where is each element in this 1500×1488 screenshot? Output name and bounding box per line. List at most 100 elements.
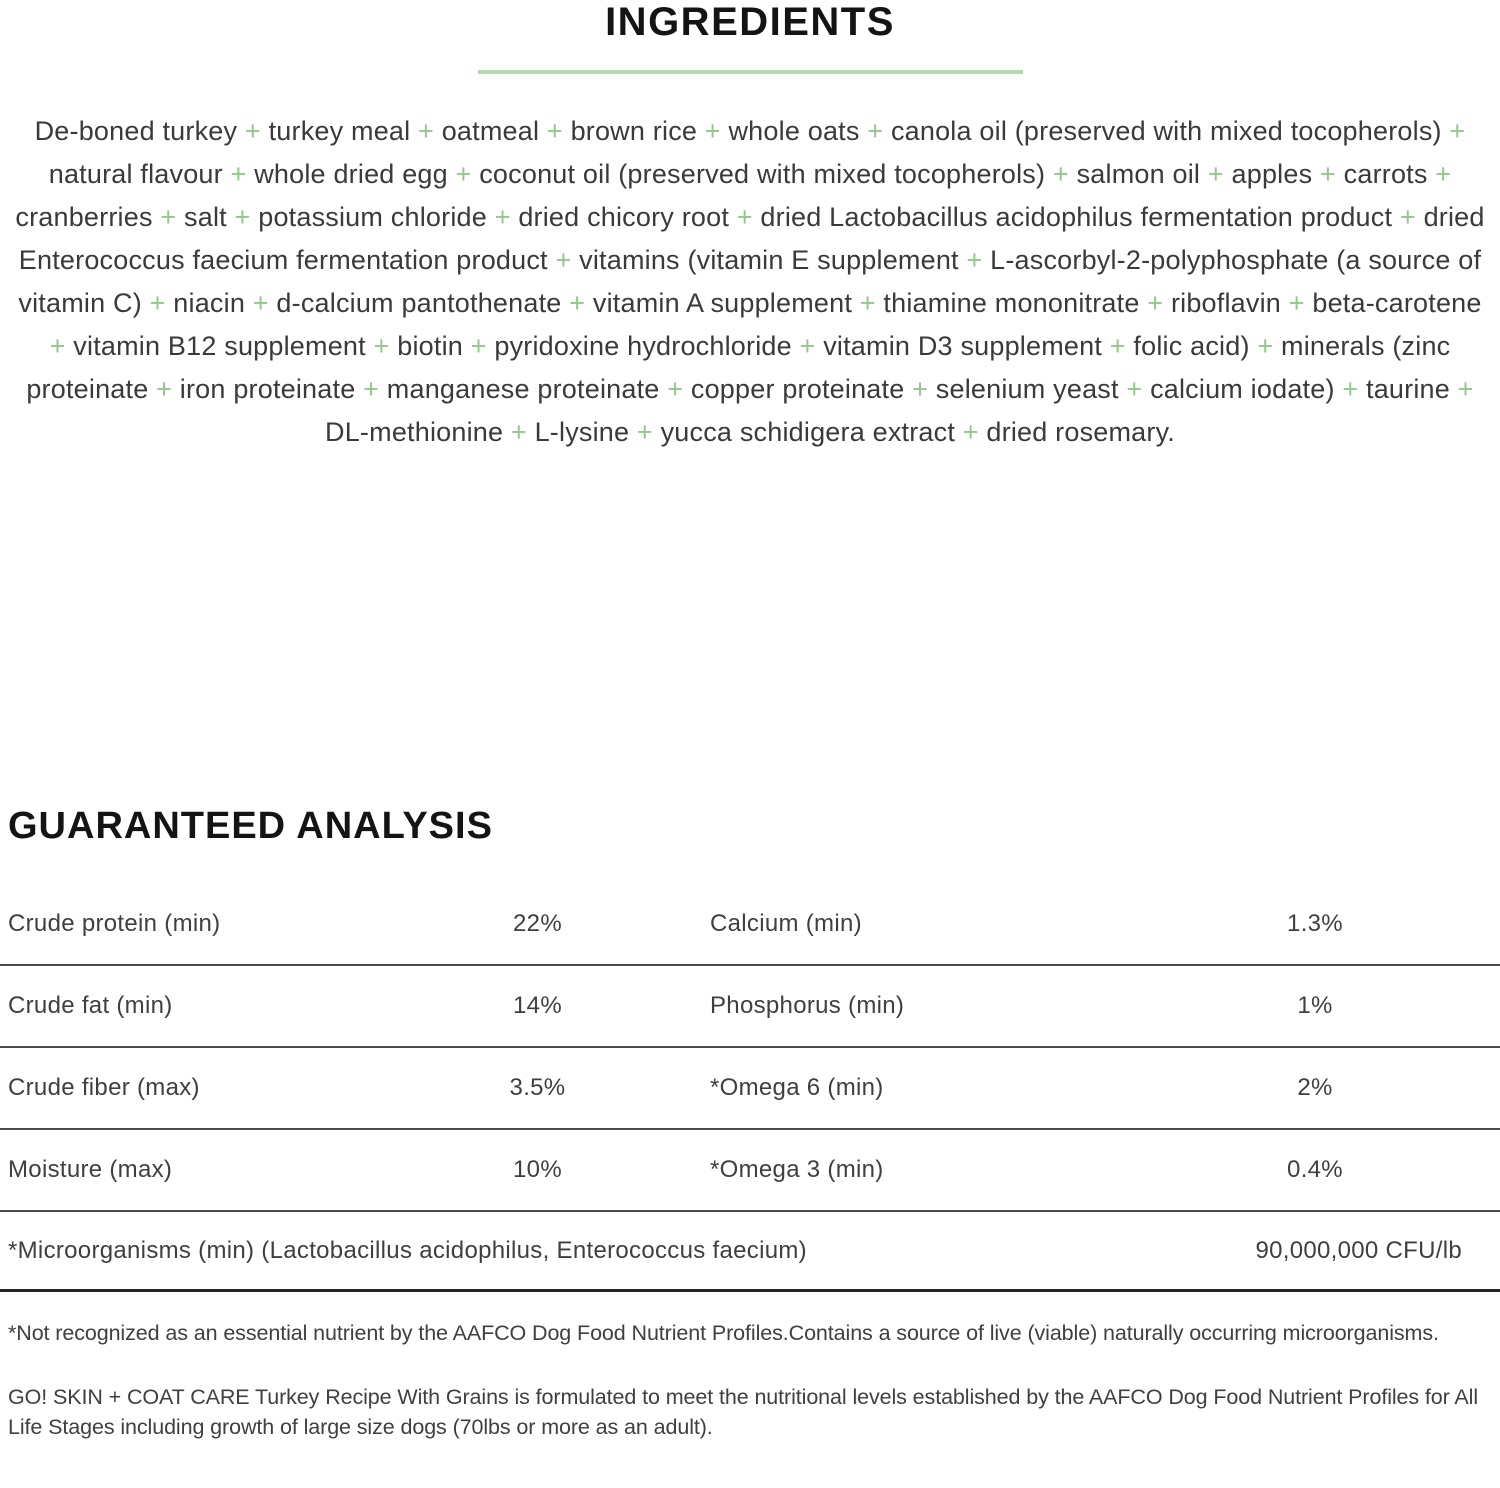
green-divider [477,70,1023,74]
plus-separator: + [49,331,74,361]
ingredient-item: salt [184,202,227,232]
plus-separator: + [629,417,661,447]
plus-separator: + [355,374,387,404]
analysis-row: Crude fat (min) 14% Phosphorus (min) 1% [0,966,1500,1048]
plus-separator: + [365,331,398,361]
plus-separator: + [1427,159,1452,189]
ingredient-item: vitamin A supplement [592,288,853,318]
ingredient-item: manganese proteinate [386,374,660,404]
ingredient-item: potassium chloride [258,202,487,232]
ingredient-item: turkey meal [268,116,411,146]
ingredients-title: INGREDIENTS [605,0,895,44]
ingredient-item: niacin [173,288,246,318]
ingredient-item: iron proteinate [179,374,356,404]
ingredient-item: vitamin D3 supplement [823,331,1103,361]
ingredient-item: coconut oil (preserved with mixed tocoph… [479,159,1046,189]
ingredient-item: dried chicory root [518,202,730,232]
plus-separator: + [729,202,761,232]
plus-separator: + [237,116,269,146]
analysis-value: 1.3% [1287,910,1343,937]
analysis-label: Crude fat (min) [8,992,173,1019]
plus-separator: + [1392,202,1424,232]
analysis-label: *Omega 3 (min) [710,1156,884,1183]
ingredient-item: beta-carotene [1312,288,1482,318]
plus-separator: + [1312,159,1344,189]
analysis-value: 1% [1297,992,1333,1019]
ingredient-item: vitamin B12 supplement [73,331,366,361]
plus-separator: + [503,417,535,447]
footnote-formulation: GO! SKIN + COAT CARE Turkey Recipe With … [8,1385,1479,1439]
plus-separator: + [1281,288,1313,318]
analysis-label: Moisture (max) [8,1156,173,1183]
analysis-value: 10% [513,1156,562,1183]
ingredient-item: brown rice [570,116,698,146]
analysis-row-microorganisms: *Microorganisms (min) (Lactobacillus aci… [0,1212,1500,1292]
ingredient-item: d-calcium pantothenate [276,288,562,318]
plus-separator: + [1045,159,1077,189]
ingredient-item: dried Enterococcus faecium fermentation … [18,202,1485,275]
plus-separator: + [447,159,480,189]
analysis-value: 0.4% [1287,1156,1343,1183]
ingredient-item: cranberries [15,202,153,232]
plus-separator: + [955,417,987,447]
plus-separator: + [226,202,259,232]
analysis-label: *Omega 6 (min) [710,1074,884,1101]
plus-separator: + [958,245,991,275]
ingredient-item: canola oil (preserved with mixed tocophe… [890,116,1442,146]
ingredient-item: riboflavin [1170,288,1281,318]
plus-separator: + [852,288,884,318]
analysis-value: 3.5% [509,1074,566,1101]
analysis-row: Crude protein (min) 22% Calcium (min) 1.3% [0,884,1500,966]
analysis-label: Calcium (min) [710,910,862,937]
ingredients-section: INGREDIENTS De-boned turkey + turkey mea… [0,0,1500,454]
analysis-table: Crude protein (min) 22% Calcium (min) 1.3% C… [0,884,1500,1212]
ingredient-item: carrots [1343,159,1428,189]
ingredient-item: natural flavour [48,159,223,189]
analysis-label: Phosphorus (min) [710,992,905,1019]
plus-separator: + [410,116,442,146]
analysis-row: Crude fiber (max) 3.5% *Omega 6 (min) 2% [0,1048,1500,1130]
analysis-value: 90,000,000 CFU/lb [1255,1236,1462,1264]
plus-separator: + [462,331,495,361]
plus-separator: + [152,202,185,232]
plus-separator: + [245,288,277,318]
analysis-value: 22% [513,910,562,937]
ingredient-item: salmon oil [1076,159,1201,189]
ingredient-item: thiamine mononitrate [883,288,1140,318]
ingredient-item: biotin [397,331,463,361]
analysis-row: Moisture (max) 10% *Omega 3 (min) 0.4% [0,1130,1500,1212]
plus-separator: + [859,116,891,146]
guaranteed-analysis-title: GUARANTEED ANALYSIS [8,805,493,847]
plus-separator: + [1139,288,1171,318]
plus-separator: + [697,116,729,146]
plus-separator: + [141,288,174,318]
plus-separator: + [791,331,824,361]
plus-separator: + [1441,116,1466,146]
guaranteed-analysis-section: GUARANTEED ANALYSIS Crude protein (min) 2… [0,806,1500,1292]
plus-separator: + [547,245,580,275]
ingredient-item: taurine [1366,374,1450,404]
ingredient-item: folic acid) [1133,331,1250,361]
plus-separator: + [1334,374,1367,404]
ingredient-item: apples [1231,159,1313,189]
ingredient-item: copper proteinate [690,374,905,404]
ingredient-item: whole oats [728,116,860,146]
ingredient-item: dried rosemary. [986,417,1175,447]
footnote-aafco-nutrient: *Not recognized as an essential nutrient… [8,1321,1439,1345]
plus-separator: + [486,202,519,232]
analysis-label: Crude protein (min) [8,910,221,937]
plus-separator: + [561,288,593,318]
ingredient-item: yucca schidigera extract [660,417,956,447]
ingredient-item: minerals (zinc proteinate [26,331,1451,404]
analysis-value: 14% [513,992,562,1019]
ingredient-item: dried Lactobacillus acidophilus fermenta… [760,202,1393,232]
plus-separator: + [222,159,255,189]
ingredient-item: L-ascorbyl-2-polyphosphate (a source of … [18,245,1482,318]
plus-separator: + [1249,331,1282,361]
ingredient-item: DL-methionine [325,417,504,447]
plus-separator: + [148,374,180,404]
plus-separator: + [904,374,936,404]
plus-separator: + [1449,374,1474,404]
ingredient-item: selenium yeast [935,374,1119,404]
ingredient-item: L-lysine [534,417,630,447]
